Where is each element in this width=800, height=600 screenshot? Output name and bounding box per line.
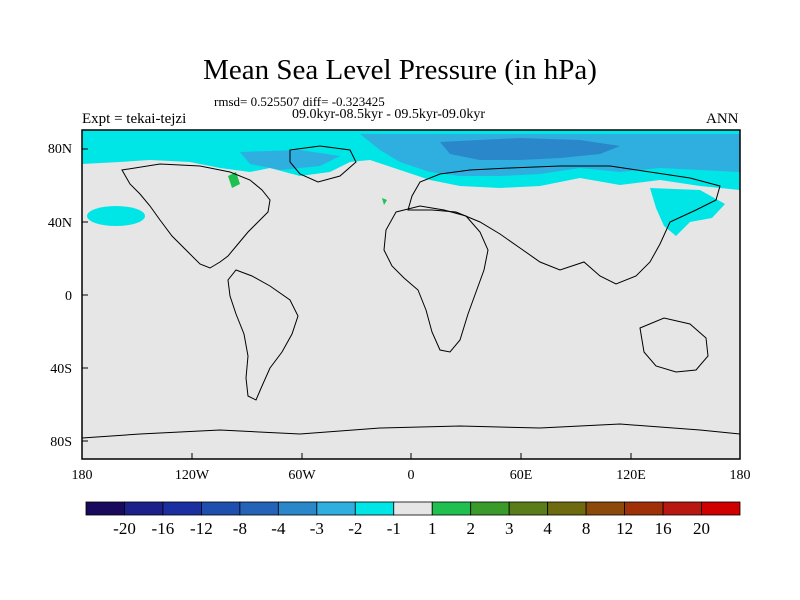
season-label: ANN [706, 111, 739, 127]
colorbar-swatch [354, 501, 395, 516]
colorbar-label: 2 [466, 519, 475, 538]
colorbar-swatch [239, 501, 279, 516]
colorbar-swatch [585, 501, 625, 516]
colorbar-label: -4 [271, 519, 286, 538]
colorbar-swatch [470, 501, 510, 516]
colorbar-swatch [662, 501, 702, 516]
australia-coast [639, 317, 709, 373]
lat-tick-80s: 80S [50, 435, 72, 450]
anomaly-atlantic-green [382, 198, 387, 205]
colorbar-label: 20 [693, 519, 710, 538]
colorbar-label: 4 [543, 519, 552, 538]
colorbar-label: -12 [190, 519, 213, 538]
colorbar-swatch [316, 501, 356, 516]
map-title: Mean Sea Level Pressure (in hPa) [203, 54, 597, 86]
colorbar-label: -1 [386, 519, 401, 538]
colorbar [85, 501, 741, 516]
colorbar-label: 8 [581, 519, 591, 538]
period-line: 09.0kyr-08.5kyr - 09.5kyr-09.0kyr [292, 107, 486, 122]
map-background [82, 130, 740, 459]
greenland-coast [289, 145, 357, 183]
lon-tick-120e: 120E [616, 468, 646, 483]
lon-tick-180w: 180 [71, 468, 93, 483]
colorbar-label: 16 [654, 519, 672, 538]
colorbar-label: -3 [309, 519, 324, 538]
anomaly-north-dark-blue [440, 138, 620, 160]
colorbar-swatch [508, 501, 549, 516]
colorbar-label: 1 [427, 519, 437, 538]
lon-tick-0: 0 [407, 468, 415, 483]
anomaly-hudson-green [228, 172, 240, 188]
colorbar-swatch [85, 501, 125, 516]
colorbar-label: -20 [113, 519, 136, 538]
africa-coast [383, 205, 489, 353]
colorbar-swatch [701, 501, 741, 516]
lon-tick-180e: 180 [729, 468, 751, 483]
experiment-label: Expt = tekai-tejzi [82, 111, 187, 127]
eurasia-coast [407, 165, 721, 285]
colorbar-label: 12 [616, 519, 634, 538]
lat-tick-40s: 40S [50, 362, 72, 377]
coastlines [81, 145, 741, 439]
colorbar-swatch [431, 501, 472, 516]
colorbar-swatch [201, 501, 241, 516]
stats-line: rmsd= 0.525507 diff= -0.323425 [214, 94, 385, 109]
colorbar-label: -16 [151, 519, 175, 538]
colorbar-label: -8 [232, 519, 247, 538]
south-america-coast [227, 269, 299, 401]
colorbar-swatch [547, 501, 587, 516]
colorbar-swatch [624, 501, 664, 516]
lon-tick-60w: 60W [288, 468, 316, 483]
north-america-coast [121, 163, 271, 269]
axis-ticks [82, 148, 632, 459]
antarctica-coast [81, 423, 741, 439]
colorbar-label: -2 [348, 519, 363, 538]
lat-tick-80n: 80N [47, 142, 72, 157]
lon-tick-120w: 120W [174, 468, 210, 483]
colorbar-swatch [277, 501, 318, 516]
anomaly-pacific-light-blue [87, 206, 145, 226]
lon-tick-60e: 60E [509, 468, 533, 483]
lat-tick-0: 0 [65, 289, 72, 304]
colorbar-swatch [162, 501, 202, 516]
lat-tick-40n: 40N [47, 216, 72, 231]
colorbar-label: 3 [504, 519, 514, 538]
colorbar-swatch [393, 501, 433, 516]
colorbar-swatch [124, 501, 164, 516]
